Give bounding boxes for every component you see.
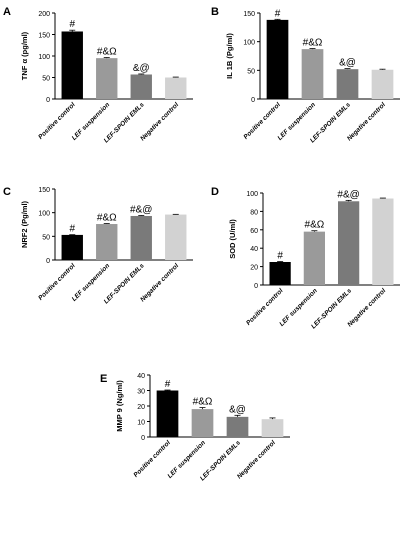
category-label: LEF suspension xyxy=(276,101,316,141)
y-tick-label: 50 xyxy=(42,76,50,83)
panel-label: B xyxy=(211,6,219,18)
category-label: Negative control xyxy=(346,287,387,328)
significance-label: #&Ω xyxy=(97,47,117,58)
y-tick-label: 0 xyxy=(46,97,50,104)
bar xyxy=(61,31,83,100)
bar xyxy=(226,416,249,437)
chart-panel-e: E 0 10 20 30 40 MMP 9 (Ng/ml) # Positive control… xyxy=(100,373,290,482)
y-tick-label: 0 xyxy=(254,283,258,290)
panel-label: D xyxy=(211,186,219,198)
significance-label: #&Ω xyxy=(305,220,325,231)
y-tick-label: 80 xyxy=(250,209,258,216)
chart-panel-b: B 0 50 100 150 IL 1B (Pg/ml) # Positive control… xyxy=(211,6,400,144)
y-tick-label: 50 xyxy=(247,68,255,75)
y-tick-label: 60 xyxy=(250,228,258,235)
significance-label: #&@ xyxy=(130,205,152,216)
y-tick-label: 200 xyxy=(38,11,50,18)
y-tick-label: 100 xyxy=(243,40,255,47)
y-tick-label: 150 xyxy=(38,33,50,40)
y-axis-title: TNF α (pg/ml) xyxy=(20,31,29,80)
bar xyxy=(96,58,118,99)
significance-label: &@ xyxy=(229,404,246,415)
significance-label: &@ xyxy=(339,58,356,69)
bar xyxy=(130,74,152,99)
bar xyxy=(269,262,291,285)
significance-label: # xyxy=(165,379,171,390)
significance-label: # xyxy=(275,8,281,19)
bar xyxy=(61,234,83,260)
y-axis-title: SOD (U/ml) xyxy=(228,219,237,259)
chart-panel-c: C 0 50 100 150 NRF2 (Pg/ml) # Positive control #… xyxy=(3,186,193,305)
y-tick-label: 20 xyxy=(137,404,145,411)
y-tick-label: 20 xyxy=(250,265,258,272)
bar xyxy=(336,69,359,99)
y-tick-label: 30 xyxy=(137,389,145,396)
y-tick-label: 100 xyxy=(246,191,258,198)
category-label: Negative control xyxy=(139,262,180,303)
bar xyxy=(165,77,187,99)
bar xyxy=(301,49,324,99)
significance-label: #&Ω xyxy=(193,397,213,408)
bar xyxy=(371,69,394,99)
y-tick-label: 0 xyxy=(141,435,145,442)
category-label: Positive control xyxy=(132,439,172,479)
y-tick-label: 150 xyxy=(38,187,50,194)
significance-label: &@ xyxy=(133,63,150,74)
chart-panel-a: A 0 50 100 150 200 TNF α (pg/ml) # Positive cont… xyxy=(3,6,193,144)
y-tick-label: 150 xyxy=(243,11,255,18)
y-tick-label: 40 xyxy=(250,246,258,253)
y-tick-label: 10 xyxy=(137,420,145,427)
category-label: Negative control xyxy=(346,101,387,142)
panel-label: C xyxy=(3,186,11,198)
category-label: Positive control xyxy=(245,287,285,327)
significance-label: #&Ω xyxy=(97,213,117,224)
category-label: LEF suspension xyxy=(166,439,206,479)
significance-label: # xyxy=(69,19,75,30)
bar xyxy=(303,231,325,285)
category-label: Positive control xyxy=(242,101,282,141)
bar xyxy=(130,215,152,260)
significance-label: # xyxy=(277,251,283,262)
category-label: Negative control xyxy=(139,101,180,142)
y-tick-label: 100 xyxy=(38,54,50,61)
bar xyxy=(165,214,187,260)
panel-label: A xyxy=(3,6,11,18)
significance-label: #&@ xyxy=(337,189,359,200)
bar xyxy=(191,409,214,437)
y-axis-title: IL 1B (Pg/ml) xyxy=(225,33,234,79)
bar xyxy=(372,198,394,285)
chart-panel-d: D 0 20 40 60 80 100 SOD (U/ml) # Positive control… xyxy=(211,186,400,330)
significance-label: # xyxy=(69,224,75,235)
y-tick-label: 50 xyxy=(42,234,50,241)
y-axis-title: NRF2 (Pg/ml) xyxy=(20,200,29,248)
y-axis-title: MMP 9 (Ng/ml) xyxy=(115,380,124,432)
y-tick-label: 100 xyxy=(38,211,50,218)
bar xyxy=(338,201,360,285)
panel-label: E xyxy=(100,373,107,385)
y-tick-label: 0 xyxy=(251,97,255,104)
significance-label: #&Ω xyxy=(303,38,323,49)
bar xyxy=(96,224,118,260)
bar xyxy=(156,390,179,437)
y-tick-label: 40 xyxy=(137,373,145,380)
bar xyxy=(266,19,289,100)
y-tick-label: 0 xyxy=(46,258,50,265)
category-label: Negative control xyxy=(236,439,277,480)
category-label: Positive control xyxy=(37,101,77,141)
bar xyxy=(261,419,284,437)
category-label: Positive control xyxy=(37,262,77,302)
